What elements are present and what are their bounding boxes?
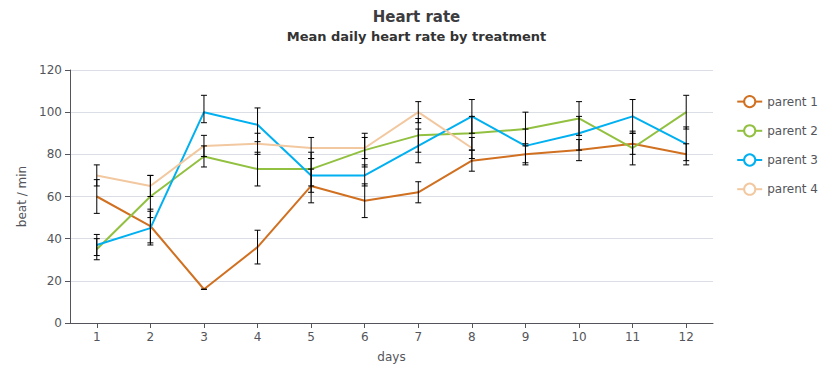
svg-text:3: 3 <box>200 330 208 344</box>
svg-text:0: 0 <box>54 316 62 330</box>
svg-text:Mean daily heart rate by treat: Mean daily heart rate by treatment <box>287 29 547 44</box>
svg-text:parent 1: parent 1 <box>767 95 818 109</box>
svg-text:100: 100 <box>39 105 62 119</box>
svg-text:60: 60 <box>47 190 62 204</box>
svg-text:10: 10 <box>571 330 586 344</box>
svg-text:8: 8 <box>468 330 476 344</box>
svg-text:parent 4: parent 4 <box>767 182 818 196</box>
svg-text:2: 2 <box>147 330 155 344</box>
svg-text:7: 7 <box>414 330 422 344</box>
svg-text:11: 11 <box>625 330 640 344</box>
svg-text:beat / min: beat / min <box>15 166 29 227</box>
svg-text:1: 1 <box>93 330 101 344</box>
svg-text:6: 6 <box>361 330 369 344</box>
svg-text:120: 120 <box>39 63 62 77</box>
svg-text:days: days <box>377 350 405 364</box>
svg-text:5: 5 <box>307 330 315 344</box>
svg-text:Heart rate: Heart rate <box>373 8 461 26</box>
svg-text:80: 80 <box>47 147 62 161</box>
svg-text:parent 2: parent 2 <box>767 124 818 138</box>
svg-text:12: 12 <box>679 330 694 344</box>
svg-text:parent 3: parent 3 <box>767 153 818 167</box>
svg-text:40: 40 <box>47 232 62 246</box>
svg-text:20: 20 <box>47 274 62 288</box>
svg-text:4: 4 <box>254 330 262 344</box>
svg-text:9: 9 <box>522 330 530 344</box>
